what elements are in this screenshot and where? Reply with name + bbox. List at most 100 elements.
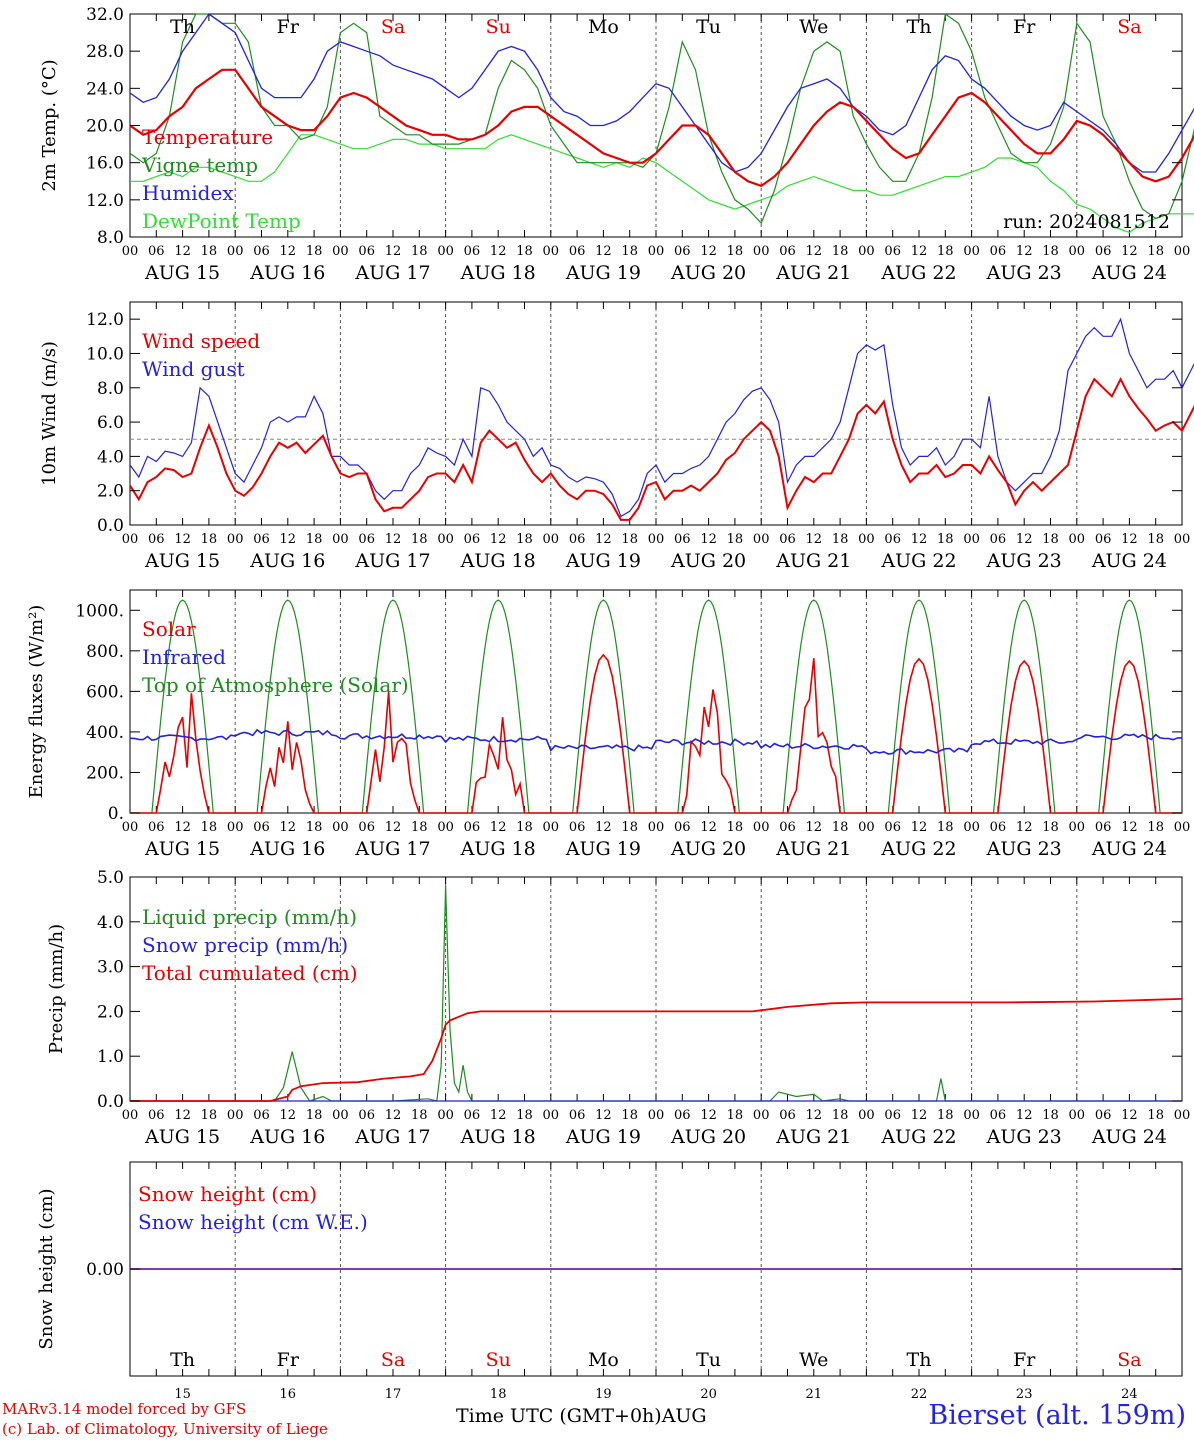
- x-axis-labels: 00 06 12 18 AUG 15 00 06 12 18 AUG 16 00 06 12 18 AUG …: [122, 244, 1191, 284]
- hour-tick-label: 00: [1069, 1108, 1086, 1123]
- date-label: AUG 19: [565, 262, 641, 284]
- y-tick-label: 5.0: [97, 868, 124, 888]
- date-label: AUG 23: [986, 262, 1062, 284]
- y-tick-label: 16.0: [86, 154, 124, 174]
- panel-frame: [129, 13, 1183, 238]
- hour-tick-label: 06: [990, 820, 1007, 835]
- hour-tick-label: 06: [779, 244, 796, 259]
- hour-tick-label: 12: [806, 532, 823, 547]
- weekday-label: Tu: [696, 1349, 721, 1371]
- day-number-label: 15: [174, 1387, 191, 1402]
- hour-tick-label: 12: [1016, 532, 1033, 547]
- hour-tick-label: 00: [122, 820, 139, 835]
- date-label: AUG 20: [670, 550, 746, 572]
- date-label: AUG 17: [354, 262, 430, 284]
- y-axis-label: Precip (mm/h): [46, 924, 67, 1054]
- hour-tick-label: 12: [174, 244, 191, 259]
- date-label: AUG 17: [354, 1126, 430, 1148]
- y-tick-label: 12.0: [86, 191, 124, 211]
- day-number-label: 23: [1016, 1387, 1033, 1402]
- hour-tick-label: 12: [1121, 1108, 1138, 1123]
- hour-tick-label: 18: [516, 532, 533, 547]
- hour-tick-label: 18: [411, 820, 428, 835]
- hour-tick-label: 00: [543, 532, 560, 547]
- hour-tick-label: 06: [779, 1108, 796, 1123]
- legend-entry: Infrared: [142, 645, 226, 669]
- weekday-label: We: [799, 1349, 828, 1371]
- day-number-label: 21: [806, 1387, 823, 1402]
- hour-tick-label: 12: [490, 820, 507, 835]
- hour-tick-label: 00: [753, 1108, 770, 1123]
- hour-tick-label: 18: [1042, 532, 1059, 547]
- hour-tick-label: 00: [332, 820, 349, 835]
- hour-tick-label: 12: [911, 532, 928, 547]
- legend: Solar Infrared Top of Atmosphere (Solar): [142, 617, 409, 697]
- hour-tick-label: 18: [306, 532, 323, 547]
- lab-credit: (c) Lab. of Climatology, University of L…: [2, 1420, 328, 1438]
- hour-tick-label: 18: [1147, 244, 1164, 259]
- hour-tick-label: 18: [306, 1108, 323, 1123]
- hour-tick-label: 18: [832, 244, 849, 259]
- date-label: AUG 23: [986, 550, 1062, 572]
- hour-tick-label: 00: [963, 532, 980, 547]
- x-axis-labels: 00 06 12 18 AUG 15 00 06 12 18 AUG 16 00 06 12 18 AUG …: [122, 1108, 1191, 1148]
- y-tick-label: 600.: [86, 682, 124, 702]
- series-line-dewpoint-temp: [130, 134, 1194, 234]
- hour-tick-label: 06: [674, 244, 691, 259]
- x-axis-labels: 00 06 12 18 AUG 15 00 06 12 18 AUG 16 00 06 12 18 AUG …: [122, 820, 1191, 860]
- hour-tick-label: 18: [306, 820, 323, 835]
- hour-tick-label: 06: [253, 1108, 270, 1123]
- date-label: AUG 18: [460, 1126, 536, 1148]
- date-label: AUG 21: [775, 838, 851, 860]
- date-label: AUG 16: [249, 262, 325, 284]
- hour-tick-label: 18: [1042, 820, 1059, 835]
- hour-tick-label: 00: [963, 820, 980, 835]
- hour-tick-label: 06: [884, 532, 901, 547]
- panel-frame: [129, 301, 1183, 526]
- hour-tick-label: 00: [437, 1108, 454, 1123]
- hour-tick-label: 06: [148, 532, 165, 547]
- date-label: AUG 24: [1091, 838, 1167, 860]
- hour-tick-label: 06: [148, 1108, 165, 1123]
- hour-tick-label: 12: [1016, 1108, 1033, 1123]
- y-axis: 0.00 Snow height (cm): [36, 1188, 1182, 1350]
- hour-tick-label: 00: [648, 820, 665, 835]
- energy-series: [129, 599, 1182, 814]
- date-label: AUG 18: [460, 550, 536, 572]
- hour-tick-label: 00: [1069, 244, 1086, 259]
- hour-tick-label: 12: [280, 244, 297, 259]
- series-line-wind-gust: [129, 317, 1194, 518]
- hour-tick-label: 18: [727, 1108, 744, 1123]
- legend-entry: Snow height (cm): [138, 1182, 317, 1206]
- hour-tick-label: 18: [411, 244, 428, 259]
- legend-entry: Snow height (cm W.E.): [138, 1210, 368, 1234]
- hour-tick-label: 12: [911, 244, 928, 259]
- hour-tick-label: 12: [490, 244, 507, 259]
- date-label: AUG 19: [565, 1126, 641, 1148]
- hour-tick-label: 12: [1016, 244, 1033, 259]
- date-label: AUG 22: [880, 838, 956, 860]
- y-tick-label: 4.0: [97, 913, 124, 933]
- series-line-infrared: [129, 728, 1182, 756]
- date-label: AUG 15: [144, 1126, 220, 1148]
- y-tick-label: 400.: [86, 723, 124, 743]
- hour-tick-label: 06: [569, 532, 586, 547]
- hour-tick-label: 06: [1095, 820, 1112, 835]
- hour-tick-label: 18: [832, 532, 849, 547]
- hour-tick-label: 06: [779, 820, 796, 835]
- y-tick-label: 0.0: [97, 516, 124, 536]
- hour-tick-label: 06: [464, 1108, 481, 1123]
- hour-tick-label: 12: [911, 820, 928, 835]
- hour-tick-label: 00: [1069, 820, 1086, 835]
- hour-tick-label: 12: [174, 1108, 191, 1123]
- hour-tick-label: 00: [858, 244, 875, 259]
- weekday-label: Su: [486, 16, 511, 38]
- hour-tick-label: 00: [1069, 532, 1086, 547]
- hour-tick-label: 12: [700, 532, 717, 547]
- hour-tick-label: 06: [358, 532, 375, 547]
- hour-tick-label: 12: [1121, 532, 1138, 547]
- date-label: AUG 19: [565, 550, 641, 572]
- hour-tick-label: 18: [832, 820, 849, 835]
- hour-tick-label: 06: [358, 244, 375, 259]
- weekday-label: Fr: [1013, 1349, 1036, 1371]
